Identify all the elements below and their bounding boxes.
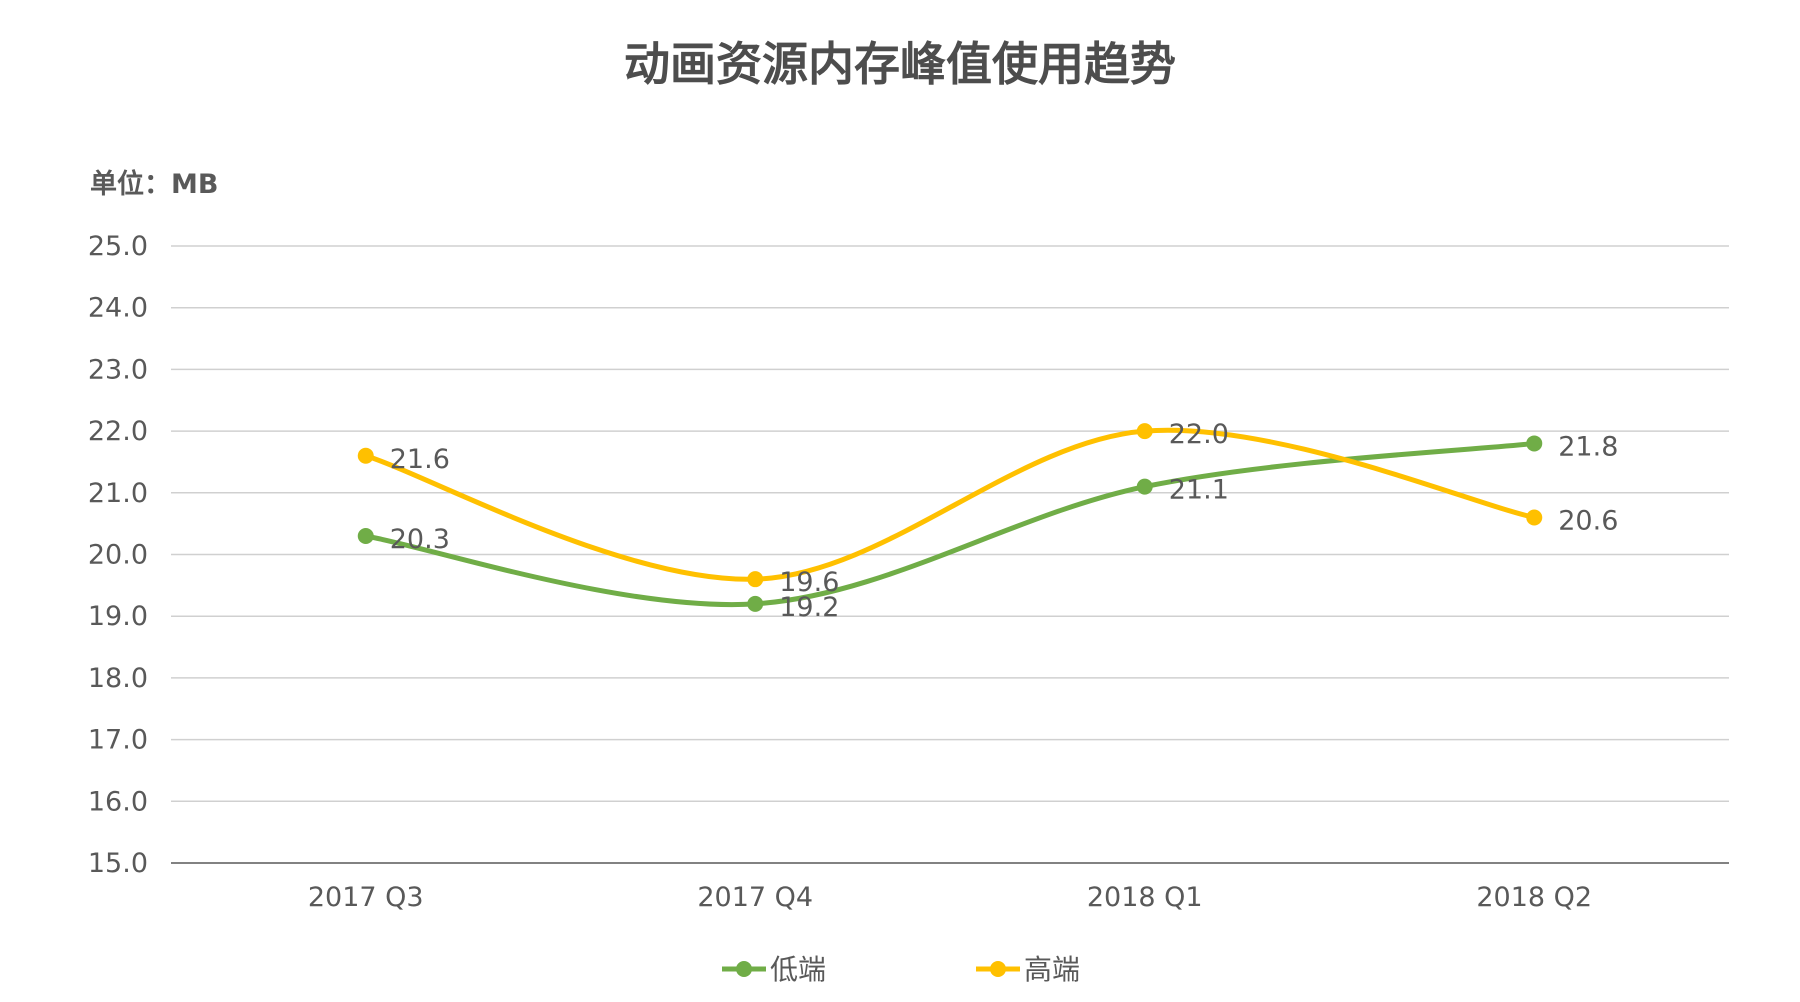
data-label: 20.3 [390,524,450,555]
y-tick-label: 19.0 [88,601,148,632]
data-label: 21.1 [1169,475,1229,506]
y-tick-label: 18.0 [88,663,148,694]
data-label: 21.8 [1558,431,1618,462]
data-point [357,527,374,544]
legend-label: 低端 [770,953,826,986]
y-tick-label: 20.0 [88,540,148,571]
series-line-low [363,440,1537,608]
data-point [1136,478,1153,495]
chart-title: 动画资源内存峰值使用趋势 [624,37,1176,91]
data-point [1526,509,1543,526]
data-point [1136,423,1153,440]
series-line-high [363,427,1537,582]
data-point [747,571,764,588]
y-tick-label: 16.0 [88,786,148,817]
legend-marker [990,961,1006,977]
data-point [1526,435,1543,452]
y-tick-label: 23.0 [88,354,148,385]
legend-marker [736,961,752,977]
x-tick-label: 2017 Q3 [308,882,424,913]
y-tick-label: 21.0 [88,478,148,509]
y-tick-label: 22.0 [88,416,148,447]
data-point [747,595,764,612]
y-tick-label: 15.0 [88,848,148,879]
data-label: 19.2 [779,592,839,623]
data-label: 21.6 [390,444,450,475]
x-tick-label: 2018 Q2 [1476,882,1592,913]
y-tick-label: 24.0 [88,293,148,324]
y-tick-label: 17.0 [88,725,148,756]
data-label: 19.6 [779,567,839,598]
data-label: 22.0 [1169,419,1229,450]
data-label: 20.6 [1558,505,1618,536]
y-tick-label: 25.0 [88,231,148,262]
legend-label: 高端 [1024,953,1080,986]
unit-label: 单位：MB [90,169,219,200]
data-point [357,447,374,464]
x-tick-label: 2018 Q1 [1087,882,1203,913]
x-tick-label: 2017 Q4 [697,882,813,913]
